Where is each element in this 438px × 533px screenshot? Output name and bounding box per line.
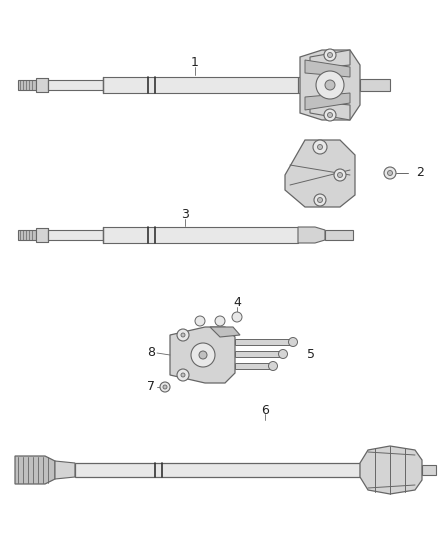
Circle shape (313, 140, 327, 154)
Circle shape (328, 52, 332, 58)
Circle shape (268, 361, 278, 370)
Text: 6: 6 (261, 403, 269, 416)
Text: 3: 3 (181, 208, 189, 222)
Circle shape (177, 329, 189, 341)
Circle shape (314, 194, 326, 206)
Circle shape (324, 49, 336, 61)
Polygon shape (310, 50, 350, 69)
Bar (325, 230, 353, 240)
Circle shape (316, 71, 344, 99)
Polygon shape (305, 60, 350, 77)
Bar (36, 78, 48, 92)
Circle shape (163, 385, 167, 389)
Polygon shape (210, 327, 240, 337)
Polygon shape (300, 50, 360, 120)
Bar (235, 363, 273, 369)
Circle shape (191, 343, 215, 367)
Circle shape (338, 173, 343, 177)
Circle shape (388, 171, 392, 175)
Polygon shape (298, 227, 325, 243)
Text: 7: 7 (147, 381, 155, 393)
Circle shape (199, 351, 207, 359)
Circle shape (195, 316, 205, 326)
Bar (48, 80, 103, 90)
Bar (75, 463, 360, 477)
Circle shape (160, 382, 170, 392)
Polygon shape (55, 461, 75, 479)
Bar (235, 351, 283, 357)
Bar (103, 227, 298, 243)
Text: 8: 8 (147, 346, 155, 359)
Bar (103, 77, 298, 93)
Bar (36, 228, 48, 242)
Bar (18, 230, 36, 240)
Text: 2: 2 (416, 166, 424, 180)
Circle shape (328, 112, 332, 117)
Text: 5: 5 (307, 348, 315, 360)
Bar (48, 230, 103, 240)
Circle shape (324, 109, 336, 121)
Text: 1: 1 (191, 56, 199, 69)
Bar (298, 77, 328, 93)
Circle shape (384, 167, 396, 179)
Circle shape (177, 369, 189, 381)
Polygon shape (305, 93, 350, 110)
Polygon shape (170, 327, 235, 383)
Bar (422, 465, 436, 475)
Circle shape (232, 312, 242, 322)
Circle shape (215, 316, 225, 326)
Circle shape (181, 373, 185, 377)
Bar (235, 339, 293, 345)
Circle shape (318, 144, 322, 149)
Polygon shape (15, 456, 55, 484)
Circle shape (334, 169, 346, 181)
Circle shape (325, 80, 335, 90)
Bar (360, 79, 390, 91)
Polygon shape (310, 101, 350, 120)
Circle shape (289, 337, 297, 346)
Circle shape (181, 333, 185, 337)
Circle shape (318, 198, 322, 203)
Polygon shape (360, 446, 422, 494)
Bar (18, 80, 36, 90)
Text: 4: 4 (233, 296, 241, 310)
Polygon shape (285, 140, 355, 207)
Circle shape (279, 350, 287, 359)
